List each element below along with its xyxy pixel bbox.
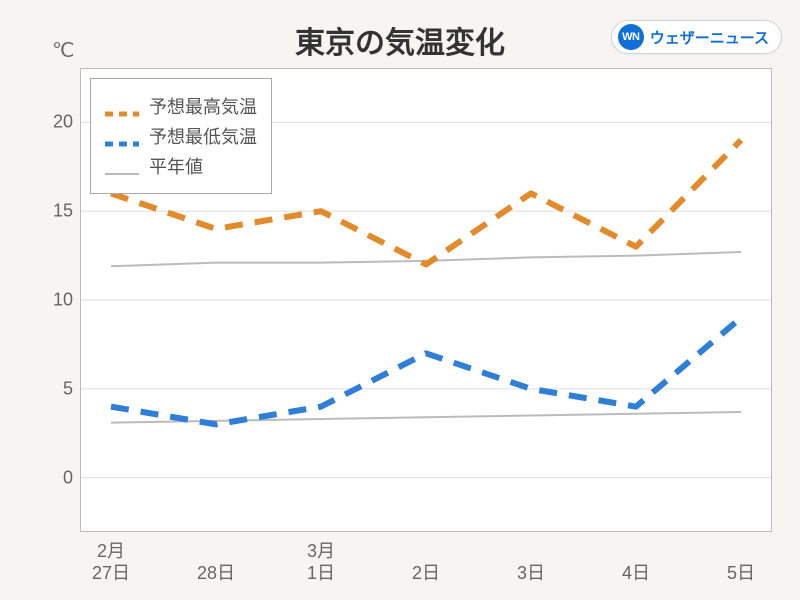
y-tick-label: 0: [63, 467, 73, 488]
y-axis-unit: ℃: [52, 38, 74, 63]
legend-label: 予想最高気温: [149, 93, 257, 119]
y-tick-label: 10: [53, 290, 73, 311]
x-tick-label: 28日: [197, 559, 235, 585]
y-tick-label: 20: [53, 112, 73, 133]
x-month-label: 3月: [307, 537, 335, 563]
y-tick-label: 15: [53, 201, 73, 222]
legend-item: 予想最高気温: [105, 93, 257, 119]
brand-badge: WN ウェザーニュース: [611, 20, 782, 54]
series-low: [111, 318, 741, 425]
brand-icon: WN: [618, 24, 644, 50]
x-tick-label: 2日: [412, 559, 440, 585]
x-month-label: 2月: [97, 537, 125, 563]
chart-container: { "title": { "text": "東京の気温変化", "fontsiz…: [0, 0, 800, 600]
legend-item: 予想最低気温: [105, 123, 257, 149]
legend-label: 平年値: [149, 153, 203, 179]
legend-label: 予想最低気温: [149, 123, 257, 149]
x-tick-label: 5日: [727, 559, 755, 585]
y-tick-label: 5: [63, 378, 73, 399]
x-tick-label: 4日: [622, 559, 650, 585]
legend-item: 平年値: [105, 153, 257, 179]
legend: 予想最高気温予想最低気温平年値: [90, 78, 272, 194]
brand-text: ウェザーニュース: [650, 27, 769, 48]
x-tick-label: 3日: [517, 559, 545, 585]
